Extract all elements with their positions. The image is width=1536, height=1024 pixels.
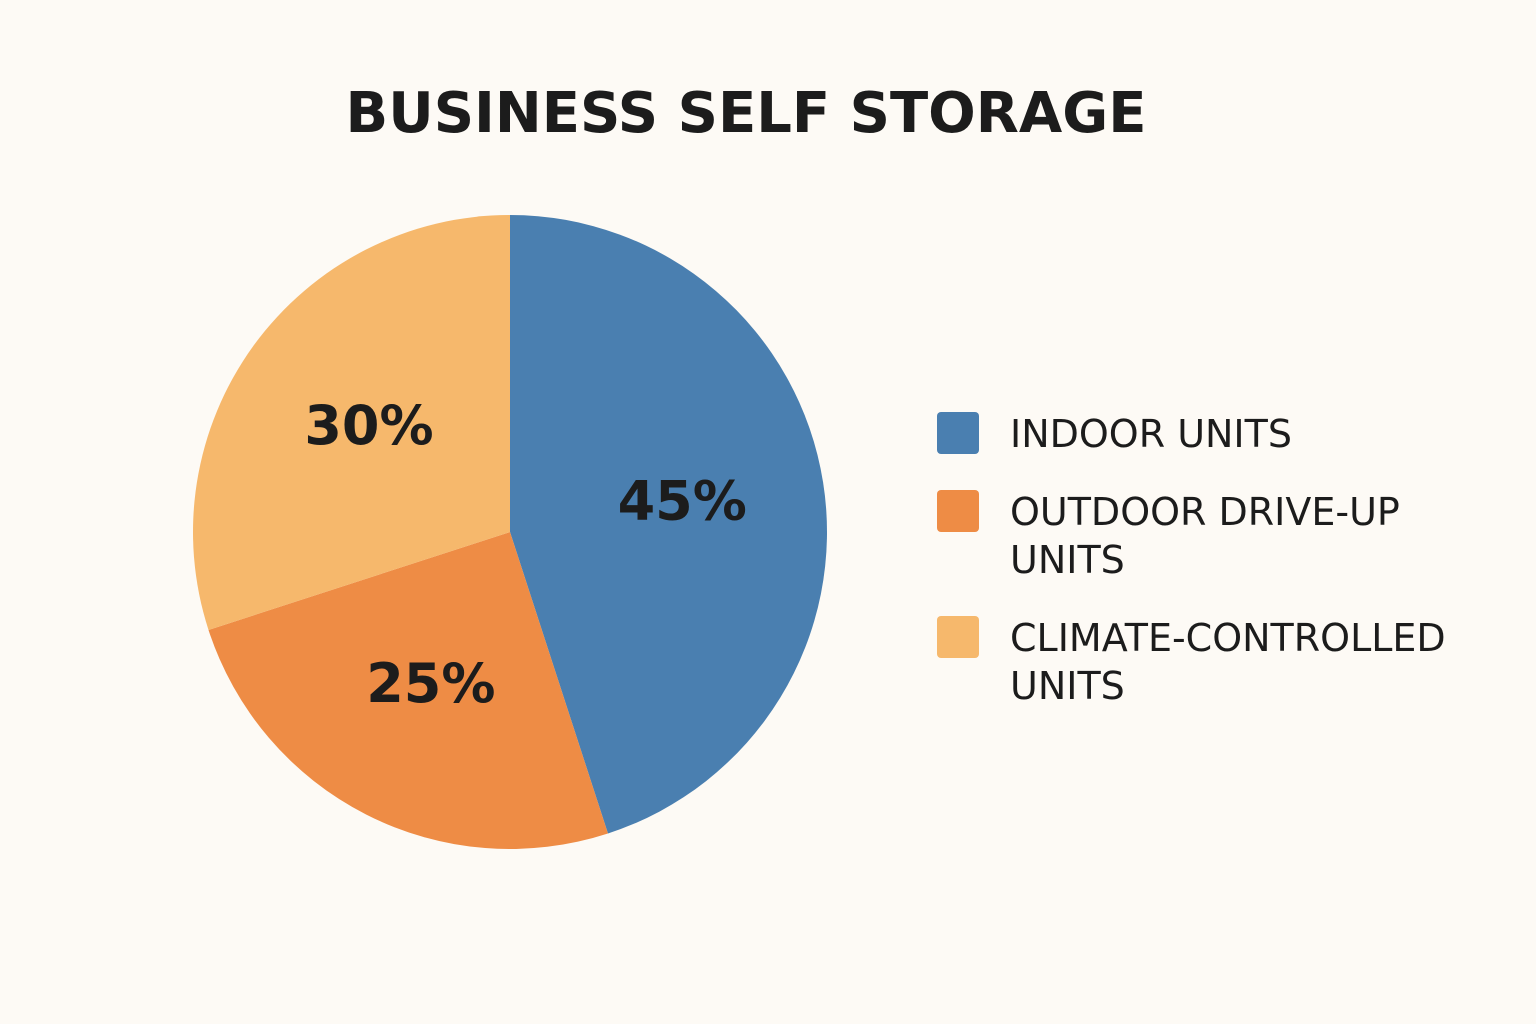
chart-title: BUSINESS SELF STORAGE [346,81,1147,146]
legend-item: OUTDOOR DRIVE-UP UNITS [937,488,1527,584]
pie-slice [192,215,510,630]
legend-item: INDOOR UNITS [937,410,1527,458]
pie-slice [208,532,608,850]
slice-label: 30% [304,394,433,457]
legend-item: CLIMATE-CONTROLLED UNITS [937,614,1527,710]
legend-label: CLIMATE-CONTROLLED UNITS [1010,616,1446,708]
legend-swatch [937,616,979,658]
slice-label: 45% [618,469,747,532]
legend-label: INDOOR UNITS [1010,412,1292,456]
legend-label: OUTDOOR DRIVE-UP UNITS [1010,490,1400,582]
legend-swatch [937,412,979,454]
legend: INDOOR UNITS OUTDOOR DRIVE-UP UNITS CLIMAT… [937,410,1527,740]
pie-slice [510,215,828,834]
slice-label: 25% [366,652,495,715]
legend-swatch [937,490,979,532]
